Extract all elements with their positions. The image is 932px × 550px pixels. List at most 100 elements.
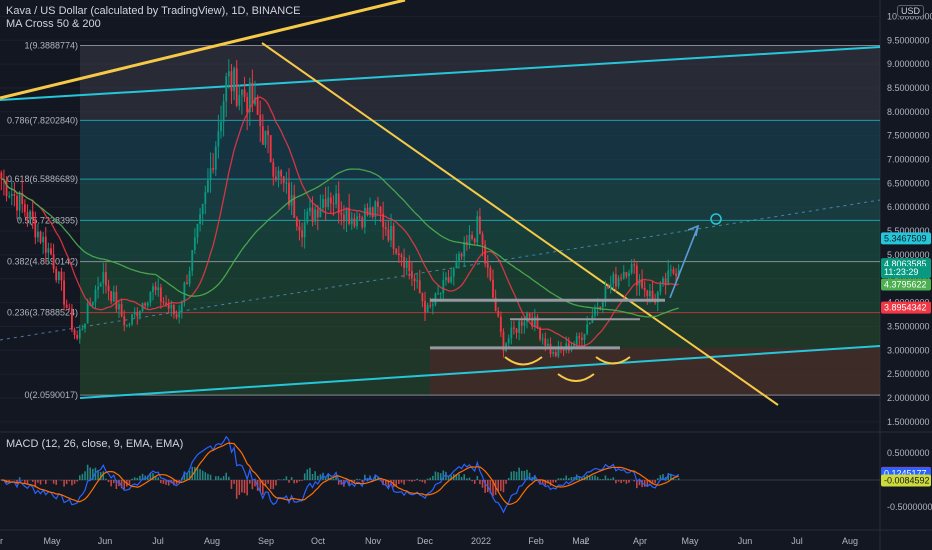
candle-body [531,317,534,327]
candle-body [31,211,34,219]
candle-body [152,286,154,293]
candle-body [81,328,84,330]
candle-body [220,121,222,132]
price-tick: 6.0000000 [887,202,930,212]
candle-body [445,277,447,280]
candle-body [162,301,165,303]
candle-body [241,89,243,96]
macd-tag-label: -0.0084592 [884,475,930,485]
candle-body [209,168,212,181]
candle-body [259,114,262,127]
candle-body [225,76,228,102]
candle-body [52,254,55,269]
candle-body [403,256,405,268]
candle-body [251,82,254,105]
time-tick: May [681,536,699,546]
macd-histogram-group [3,464,680,499]
candle-body [282,176,285,183]
candle-body [91,302,94,306]
candle-body [455,261,458,269]
left-shoulder-arc [504,356,543,366]
candle-body [588,322,591,325]
candle-body [332,203,335,205]
candle-body [377,201,379,207]
candle-body [460,253,463,257]
price-tag-bg [881,301,931,314]
candle-body [643,287,646,291]
time-tick: Mar [572,536,588,546]
candle-body [47,248,50,253]
candle-body [288,182,290,206]
time-tick: Jul [152,536,164,546]
candle-body [664,278,667,286]
candle-body [327,197,330,208]
price-tick: 9.0000000 [887,59,930,69]
candle-body [329,197,332,204]
channel-lower-line [79,345,881,399]
candle-body [343,214,345,222]
channel-mid-dashed [0,199,881,341]
candle-body [492,279,494,298]
candle-body [408,261,411,272]
candle-body [473,238,476,243]
candle-body [625,272,628,277]
candle-body [248,82,251,113]
candle-body [230,71,233,92]
currency-badge[interactable]: USD [897,5,925,17]
time-tick: Aug [842,536,858,546]
projection-arrow-head [687,224,700,237]
candle-body [154,286,157,290]
candle-body [353,218,356,227]
price-tag-label: 3.8954342 [884,303,927,313]
candle-body [340,213,343,215]
candle-body [421,293,424,302]
candle-body [201,203,204,215]
candle-body [442,279,445,294]
candle-body [44,236,47,253]
signal-line [1,442,679,506]
candle-body [371,207,374,218]
candle-body [586,324,589,334]
candle-body [39,231,42,243]
macd-tick: -0.5000000 [887,502,932,512]
candle-body [193,237,196,251]
ma-cross-legend[interactable]: MA Cross 50 & 200 [6,18,101,30]
candle-body [118,303,120,310]
candle-body [510,327,513,339]
candle-body [612,274,615,284]
macd-legend[interactable]: MACD (12, 26, close, 9, EMA, EMA) [6,438,184,450]
candle-body [146,302,149,306]
candle-body [662,278,664,284]
candle-body [42,236,45,243]
candles-group [0,59,680,359]
candle-body [416,280,419,282]
candle-body [497,311,500,317]
candle-body [431,304,434,306]
time-tick: Jun [738,536,753,546]
candle-body [397,253,400,256]
candle-body [672,269,675,274]
candle-body [345,207,348,222]
candle-body [183,282,186,303]
candle-body [411,271,413,279]
candle-body [630,264,633,273]
time-tick: Feb [528,536,544,546]
candle-body [57,271,60,281]
candle-body [513,327,515,329]
candle-body [635,265,638,286]
fib-label: 0.236(3.7888524) [7,308,78,318]
price-tick: 8.0000000 [887,107,930,117]
candle-body [573,344,575,347]
candle-body [97,286,99,290]
candle-body [157,287,160,290]
price-tick: 2.5000000 [887,369,930,379]
candle-body [356,216,358,227]
candle-body [165,302,167,305]
macd-line [1,435,680,514]
candle-body [26,212,29,220]
candle-body [583,333,586,340]
candle-body [609,283,612,289]
candle-body [246,97,249,113]
